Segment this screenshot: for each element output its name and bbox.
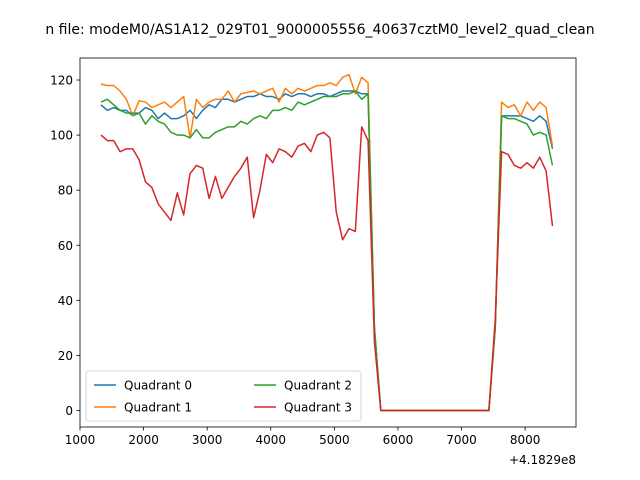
legend-label: Quadrant 1	[124, 401, 192, 415]
y-tick-label: 80	[58, 184, 73, 198]
series-line-quadrant-2	[100, 90, 554, 412]
series-line-quadrant-0	[100, 90, 554, 412]
x-tick-label: 3000	[192, 433, 223, 447]
y-tick-label: 0	[65, 404, 73, 418]
y-tick-label: 100	[50, 129, 73, 143]
series-line-quadrant-3	[100, 126, 554, 412]
x-tick-label: 8000	[510, 433, 541, 447]
axes: 1000 2000 3000 4000 5000 6000 7000 8000 0 20 40 60 8…	[50, 57, 577, 447]
y-tick-label: 120	[50, 74, 73, 88]
legend-label: Quadrant 0	[124, 379, 192, 393]
y-tick-label: 40	[58, 294, 73, 308]
y-tick-label: 60	[58, 239, 73, 253]
x-tick-label: 6000	[383, 433, 414, 447]
plot-area	[100, 73, 554, 412]
legend-box	[85, 370, 362, 422]
y-tick-label: 20	[58, 349, 73, 363]
series-line-quadrant-1	[100, 73, 554, 412]
legend: Quadrant 0 Quadrant 1 Quadrant 2 Quadrant 3	[85, 370, 362, 422]
legend-label: Quadrant 3	[284, 401, 352, 415]
legend-label: Quadrant 2	[284, 379, 352, 393]
x-tick-label: 1000	[65, 433, 96, 447]
x-axis-offset-label: +4.1829e8	[509, 453, 576, 467]
chart-title: n file: modeM0/AS1A12_029T01_9000005556_…	[45, 22, 594, 38]
axes-frame	[79, 57, 577, 428]
x-tick-label: 4000	[255, 433, 286, 447]
x-tick-label: 5000	[319, 433, 350, 447]
x-tick-label: 2000	[128, 433, 159, 447]
x-tick-label: 7000	[446, 433, 477, 447]
